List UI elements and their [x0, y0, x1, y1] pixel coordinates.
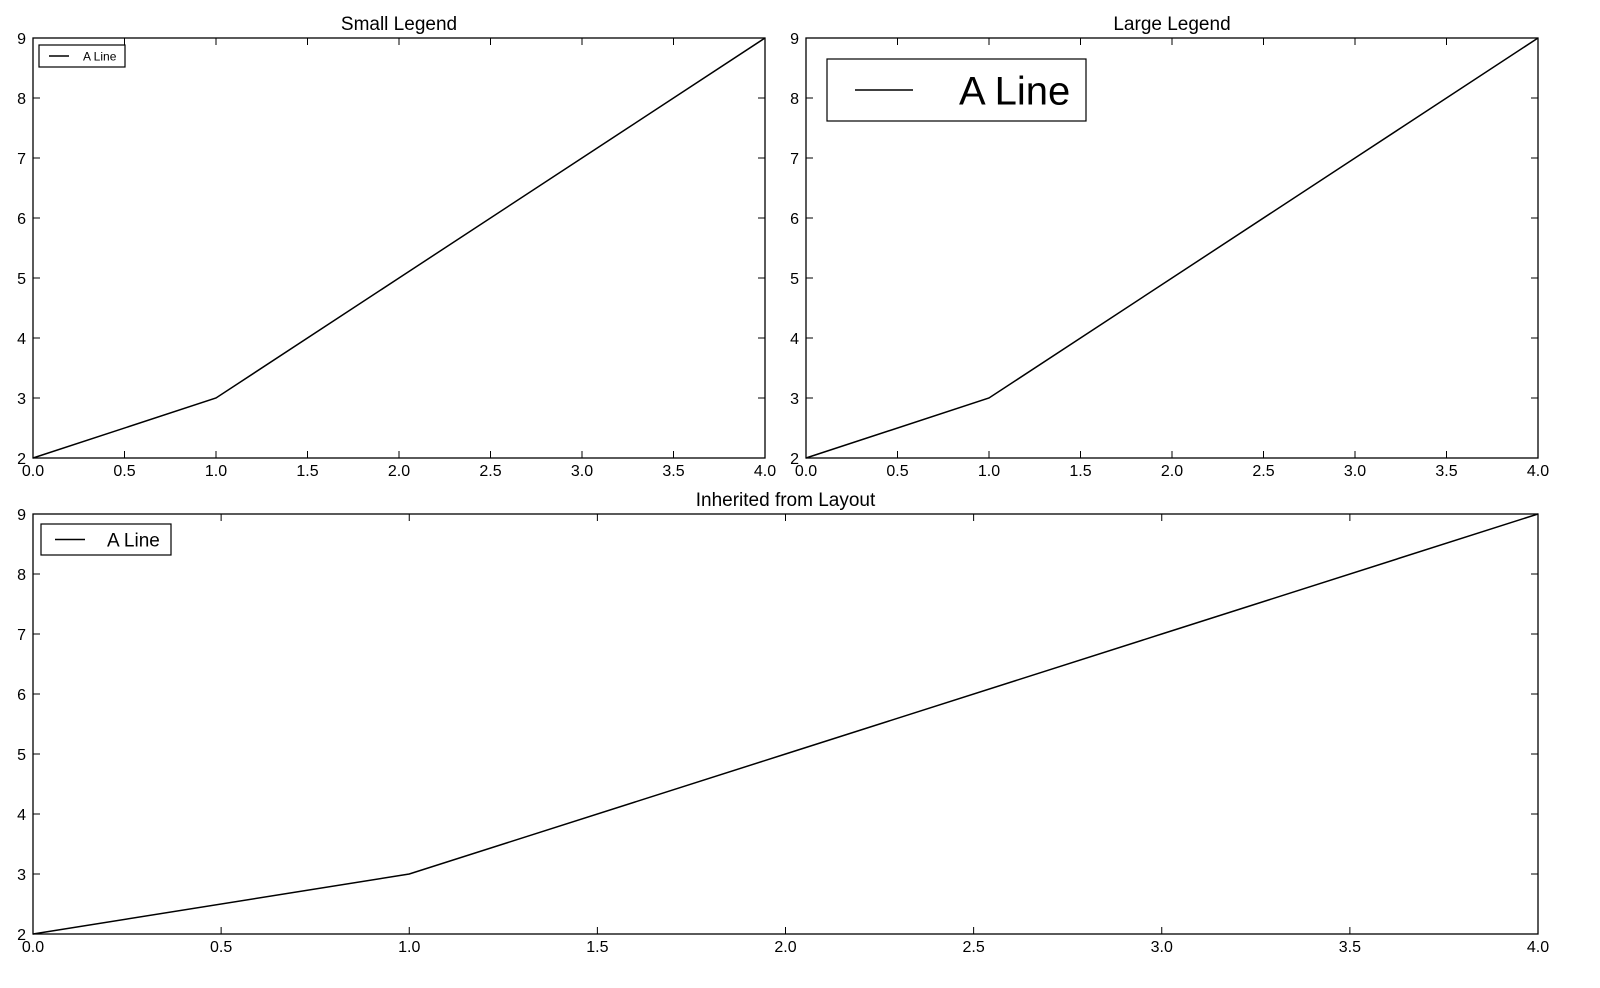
legend: A Line — [38, 44, 126, 68]
y-tick-label: 2 — [790, 451, 799, 468]
axes-frame — [805, 37, 1539, 459]
x-tick-label: 2.5 — [1252, 463, 1274, 480]
legend-label: A Line — [959, 69, 1070, 113]
legend: A Line — [826, 58, 1087, 122]
y-tick-label: 6 — [17, 687, 26, 704]
x-tick-label: 4.0 — [754, 463, 776, 480]
x-tick-label: 1.5 — [296, 463, 318, 480]
y-tick-label: 9 — [17, 507, 26, 524]
chart-panel-1: Small Legend 0.0 0.5 1.0 1.5 2.0 2.5 3.0 3.5 4.0 2… — [17, 14, 776, 480]
y-tick-label: 8 — [790, 91, 799, 108]
y-tick-label: 5 — [17, 271, 26, 288]
chart-panel-3: Inherited from Layout 0.0 0.5 1.0 1.5 2.0 2.5 3… — [17, 490, 1549, 956]
y-tick-label: 7 — [17, 627, 26, 644]
x-tick-label: 0.0 — [795, 463, 817, 480]
axes-frame — [32, 513, 1539, 935]
x-tick-label: 1.5 — [1069, 463, 1091, 480]
legend-label: A Line — [83, 49, 117, 63]
legend-label: A Line — [107, 530, 160, 551]
series-line-a-line — [805, 37, 1539, 459]
y-tick-label: 8 — [17, 567, 26, 584]
x-tick-label: 4.0 — [1527, 939, 1549, 956]
x-tick-label: 4.0 — [1527, 463, 1549, 480]
y-tick-label: 6 — [17, 211, 26, 228]
y-tick-label: 9 — [17, 31, 26, 48]
x-tick-label: 2.0 — [1161, 463, 1183, 480]
y-tick-label: 2 — [17, 927, 26, 944]
y-tick-label: 7 — [17, 151, 26, 168]
x-tick-label: 0.5 — [886, 463, 908, 480]
chart-title: Large Legend — [1113, 14, 1230, 35]
x-tick-label: 1.5 — [586, 939, 608, 956]
y-tick-label: 7 — [790, 151, 799, 168]
x-tick-label: 3.0 — [1151, 939, 1173, 956]
legend: A Line — [40, 523, 172, 556]
x-tick-label: 2.5 — [963, 939, 985, 956]
y-tick-label: 4 — [790, 331, 799, 348]
x-tick-label: 3.5 — [662, 463, 684, 480]
series-line-a-line — [32, 37, 766, 459]
x-tick-label: 0.5 — [210, 939, 232, 956]
y-tick-label: 5 — [17, 747, 26, 764]
legend-box — [38, 44, 126, 68]
chart-panel-2: Large Legend 0.0 0.5 1.0 1.5 2.0 2.5 3.0 3.5 4.0 2… — [790, 14, 1549, 480]
x-tick-label: 2.0 — [388, 463, 410, 480]
y-tick-label: 4 — [17, 331, 26, 348]
y-tick-label: 3 — [790, 391, 799, 408]
x-tick-label: 2.0 — [774, 939, 796, 956]
x-tick-label: 0.5 — [113, 463, 135, 480]
x-tick-label: 3.5 — [1435, 463, 1457, 480]
x-tick-label: 3.0 — [1344, 463, 1366, 480]
y-tick-label: 5 — [790, 271, 799, 288]
x-tick-label: 3.0 — [571, 463, 593, 480]
chart-title: Small Legend — [341, 14, 457, 35]
x-tick-label: 3.5 — [1339, 939, 1361, 956]
y-tick-label: 4 — [17, 807, 26, 824]
axes-frame — [32, 37, 766, 459]
x-tick-label: 1.0 — [978, 463, 1000, 480]
y-tick-label: 9 — [790, 31, 799, 48]
y-tick-label: 6 — [790, 211, 799, 228]
y-tick-label: 2 — [17, 451, 26, 468]
chart-title: Inherited from Layout — [696, 490, 876, 511]
y-tick-label: 3 — [17, 391, 26, 408]
x-tick-label: 1.0 — [205, 463, 227, 480]
x-tick-label: 0.0 — [22, 463, 44, 480]
y-tick-label: 8 — [17, 91, 26, 108]
series-line-a-line — [32, 513, 1539, 935]
y-tick-label: 3 — [17, 867, 26, 884]
x-tick-label: 0.0 — [22, 939, 44, 956]
x-tick-label: 1.0 — [398, 939, 420, 956]
x-tick-label: 2.5 — [479, 463, 501, 480]
